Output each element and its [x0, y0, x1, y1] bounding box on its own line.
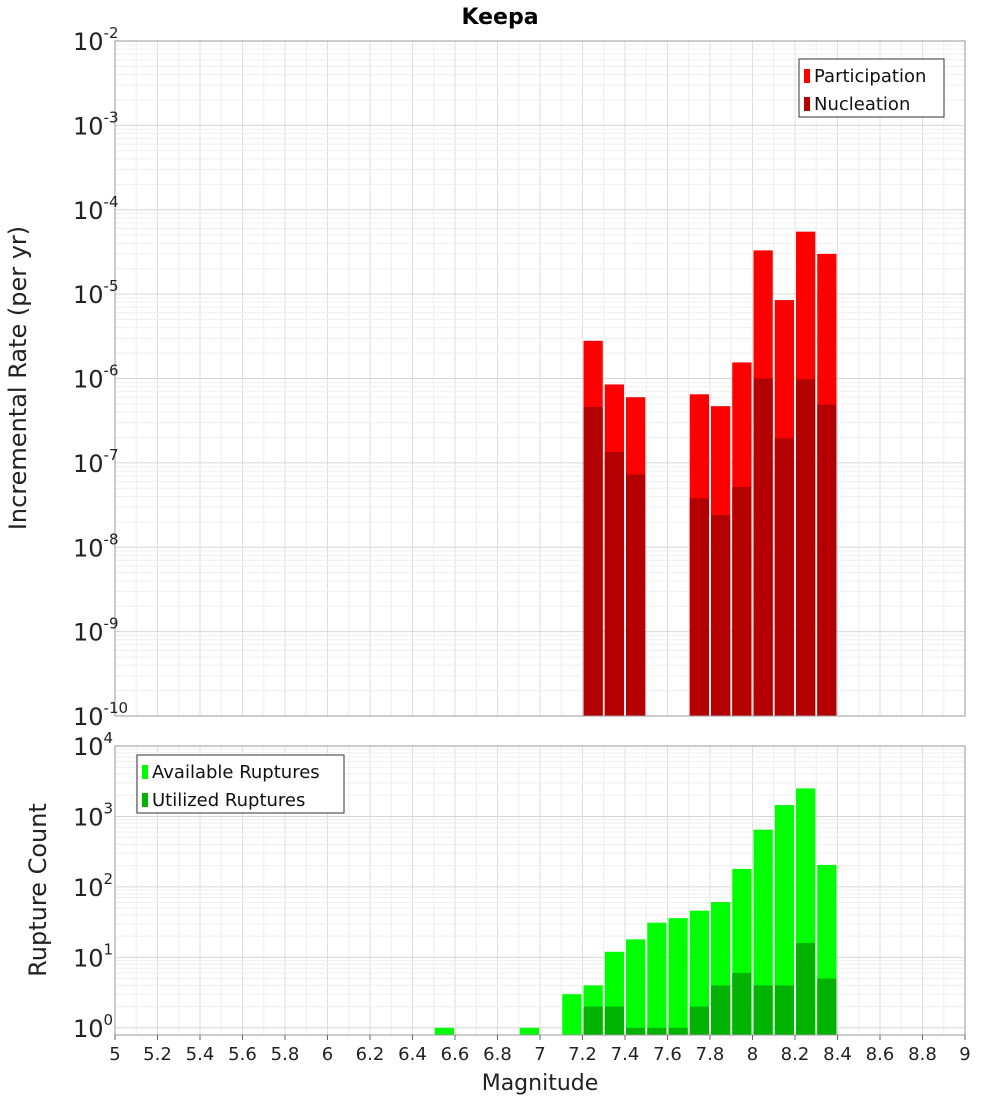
nucleation-bar — [689, 498, 709, 716]
utilized-ruptures-bar — [668, 1027, 688, 1035]
legend-swatch — [142, 765, 148, 779]
utilized-ruptures-bar — [796, 942, 816, 1035]
nucleation-bar — [626, 474, 646, 716]
y-tick-label: 10-4 — [73, 193, 119, 225]
x-tick-label: 7.6 — [653, 1044, 682, 1065]
available-ruptures-bar — [519, 1027, 539, 1035]
utilized-ruptures-bar — [583, 1006, 603, 1035]
rate-axis-label: Incremental Rate (per yr) — [4, 226, 32, 530]
count-bars — [434, 788, 837, 1035]
utilized-ruptures-bar — [689, 1006, 709, 1035]
legend-box — [136, 754, 345, 814]
utilized-ruptures-bar — [711, 985, 731, 1035]
nucleation-bar — [711, 515, 731, 716]
x-tick-label: 8.8 — [908, 1044, 937, 1065]
x-tick-label: 7.2 — [568, 1044, 597, 1065]
legend-box — [798, 58, 945, 118]
y-tick-label: 101 — [73, 940, 113, 972]
utilized-ruptures-bar — [626, 1027, 646, 1035]
y-tick-label: 100 — [73, 1011, 113, 1043]
x-tick-label: 5.6 — [228, 1044, 257, 1065]
magnitude-axis-label: Magnitude — [482, 1071, 599, 1096]
available-ruptures-bar — [668, 918, 688, 1035]
nucleation-bar — [732, 486, 752, 716]
x-tick-label: 7 — [534, 1044, 545, 1065]
legend-label: Available Ruptures — [152, 762, 320, 783]
legend-label: Nucleation — [814, 94, 910, 115]
x-tick-label: 5.8 — [271, 1044, 300, 1065]
legend-label: Utilized Ruptures — [152, 790, 305, 811]
nucleation-bar — [774, 438, 794, 716]
nucleation-bar — [817, 404, 837, 716]
utilized-ruptures-bar — [732, 972, 752, 1035]
utilized-ruptures-bar — [817, 978, 837, 1035]
count-panel: 100 101 102 103 104 Available Ruptures Utilize… — [73, 729, 966, 1043]
available-ruptures-bar — [434, 1027, 454, 1035]
x-tick-label: 6.6 — [441, 1044, 470, 1065]
rate-bars — [583, 231, 837, 717]
x-tick-label: 6 — [322, 1044, 333, 1065]
available-ruptures-bar — [647, 922, 667, 1035]
nucleation-bar — [604, 451, 624, 716]
legend-swatch — [804, 69, 810, 83]
y-tick-label: 10-9 — [73, 615, 119, 647]
count-legend: Available Ruptures Utilized Ruptures — [136, 754, 345, 814]
count-axis-label: Rupture Count — [24, 803, 52, 977]
utilized-ruptures-bar — [647, 1027, 667, 1035]
utilized-ruptures-bar — [604, 1006, 624, 1035]
x-tick-label: 8.2 — [781, 1044, 810, 1065]
count-y-tick-labels: 100 101 102 103 104 — [73, 729, 113, 1043]
nucleation-bar — [583, 406, 603, 716]
nucleation-bar — [753, 378, 773, 716]
rate-grid — [114, 40, 966, 717]
nucleation-bar — [796, 379, 816, 716]
x-tick-label: 5.4 — [186, 1044, 215, 1065]
x-tick-label: 8 — [747, 1044, 758, 1065]
available-ruptures-bar — [626, 939, 646, 1035]
y-tick-label: 10-10 — [73, 699, 128, 731]
available-ruptures-bar — [562, 994, 582, 1035]
available-ruptures-bar — [753, 829, 773, 1035]
y-tick-label: 103 — [73, 799, 113, 831]
chart-title: Keepa — [461, 5, 538, 30]
magnitude-axis: 5 5.2 5.4 5.6 5.8 6 6.2 6.4 6.6 6.8 7 7.2 7.4 7.6 7.8 8… — [109, 1035, 971, 1065]
legend-swatch — [804, 97, 810, 111]
utilized-ruptures-bar — [774, 985, 794, 1035]
legend-label: Participation — [814, 66, 926, 87]
rate-y-tick-labels: 10-10 10-9 10-8 10-7 10-6 10-5 10-4 10-3 10-2 — [73, 24, 128, 731]
x-tick-label: 7.4 — [611, 1044, 640, 1065]
rate-plot-border — [114, 40, 966, 717]
y-tick-label: 10-8 — [73, 530, 119, 562]
x-tick-label: 6.8 — [483, 1044, 512, 1065]
y-tick-label: 10-5 — [73, 277, 119, 309]
x-tick-label: 5 — [109, 1044, 120, 1065]
utilized-ruptures-bar — [753, 985, 773, 1035]
y-tick-label: 104 — [73, 729, 113, 761]
y-tick-label: 10-3 — [73, 108, 119, 140]
x-tick-label: 5.2 — [143, 1044, 172, 1065]
x-tick-label: 8.4 — [823, 1044, 852, 1065]
x-tick-label: 9 — [959, 1044, 970, 1065]
legend-swatch — [142, 793, 148, 807]
x-tick-label: 7.8 — [696, 1044, 725, 1065]
x-tick-label: 6.2 — [356, 1044, 385, 1065]
y-tick-label: 10-6 — [73, 362, 119, 394]
x-tick-label: 6.4 — [398, 1044, 427, 1065]
available-ruptures-bar — [774, 805, 794, 1035]
y-tick-label: 10-7 — [73, 446, 119, 478]
rate-legend: Participation Nucleation — [798, 58, 945, 118]
y-tick-label: 102 — [73, 870, 113, 902]
y-tick-label: 10-2 — [73, 24, 119, 56]
available-ruptures-bar — [689, 910, 709, 1035]
rate-panel: 10-10 10-9 10-8 10-7 10-6 10-5 10-4 10-3 10-2 Par… — [73, 24, 966, 731]
x-tick-label: 8.6 — [866, 1044, 895, 1065]
